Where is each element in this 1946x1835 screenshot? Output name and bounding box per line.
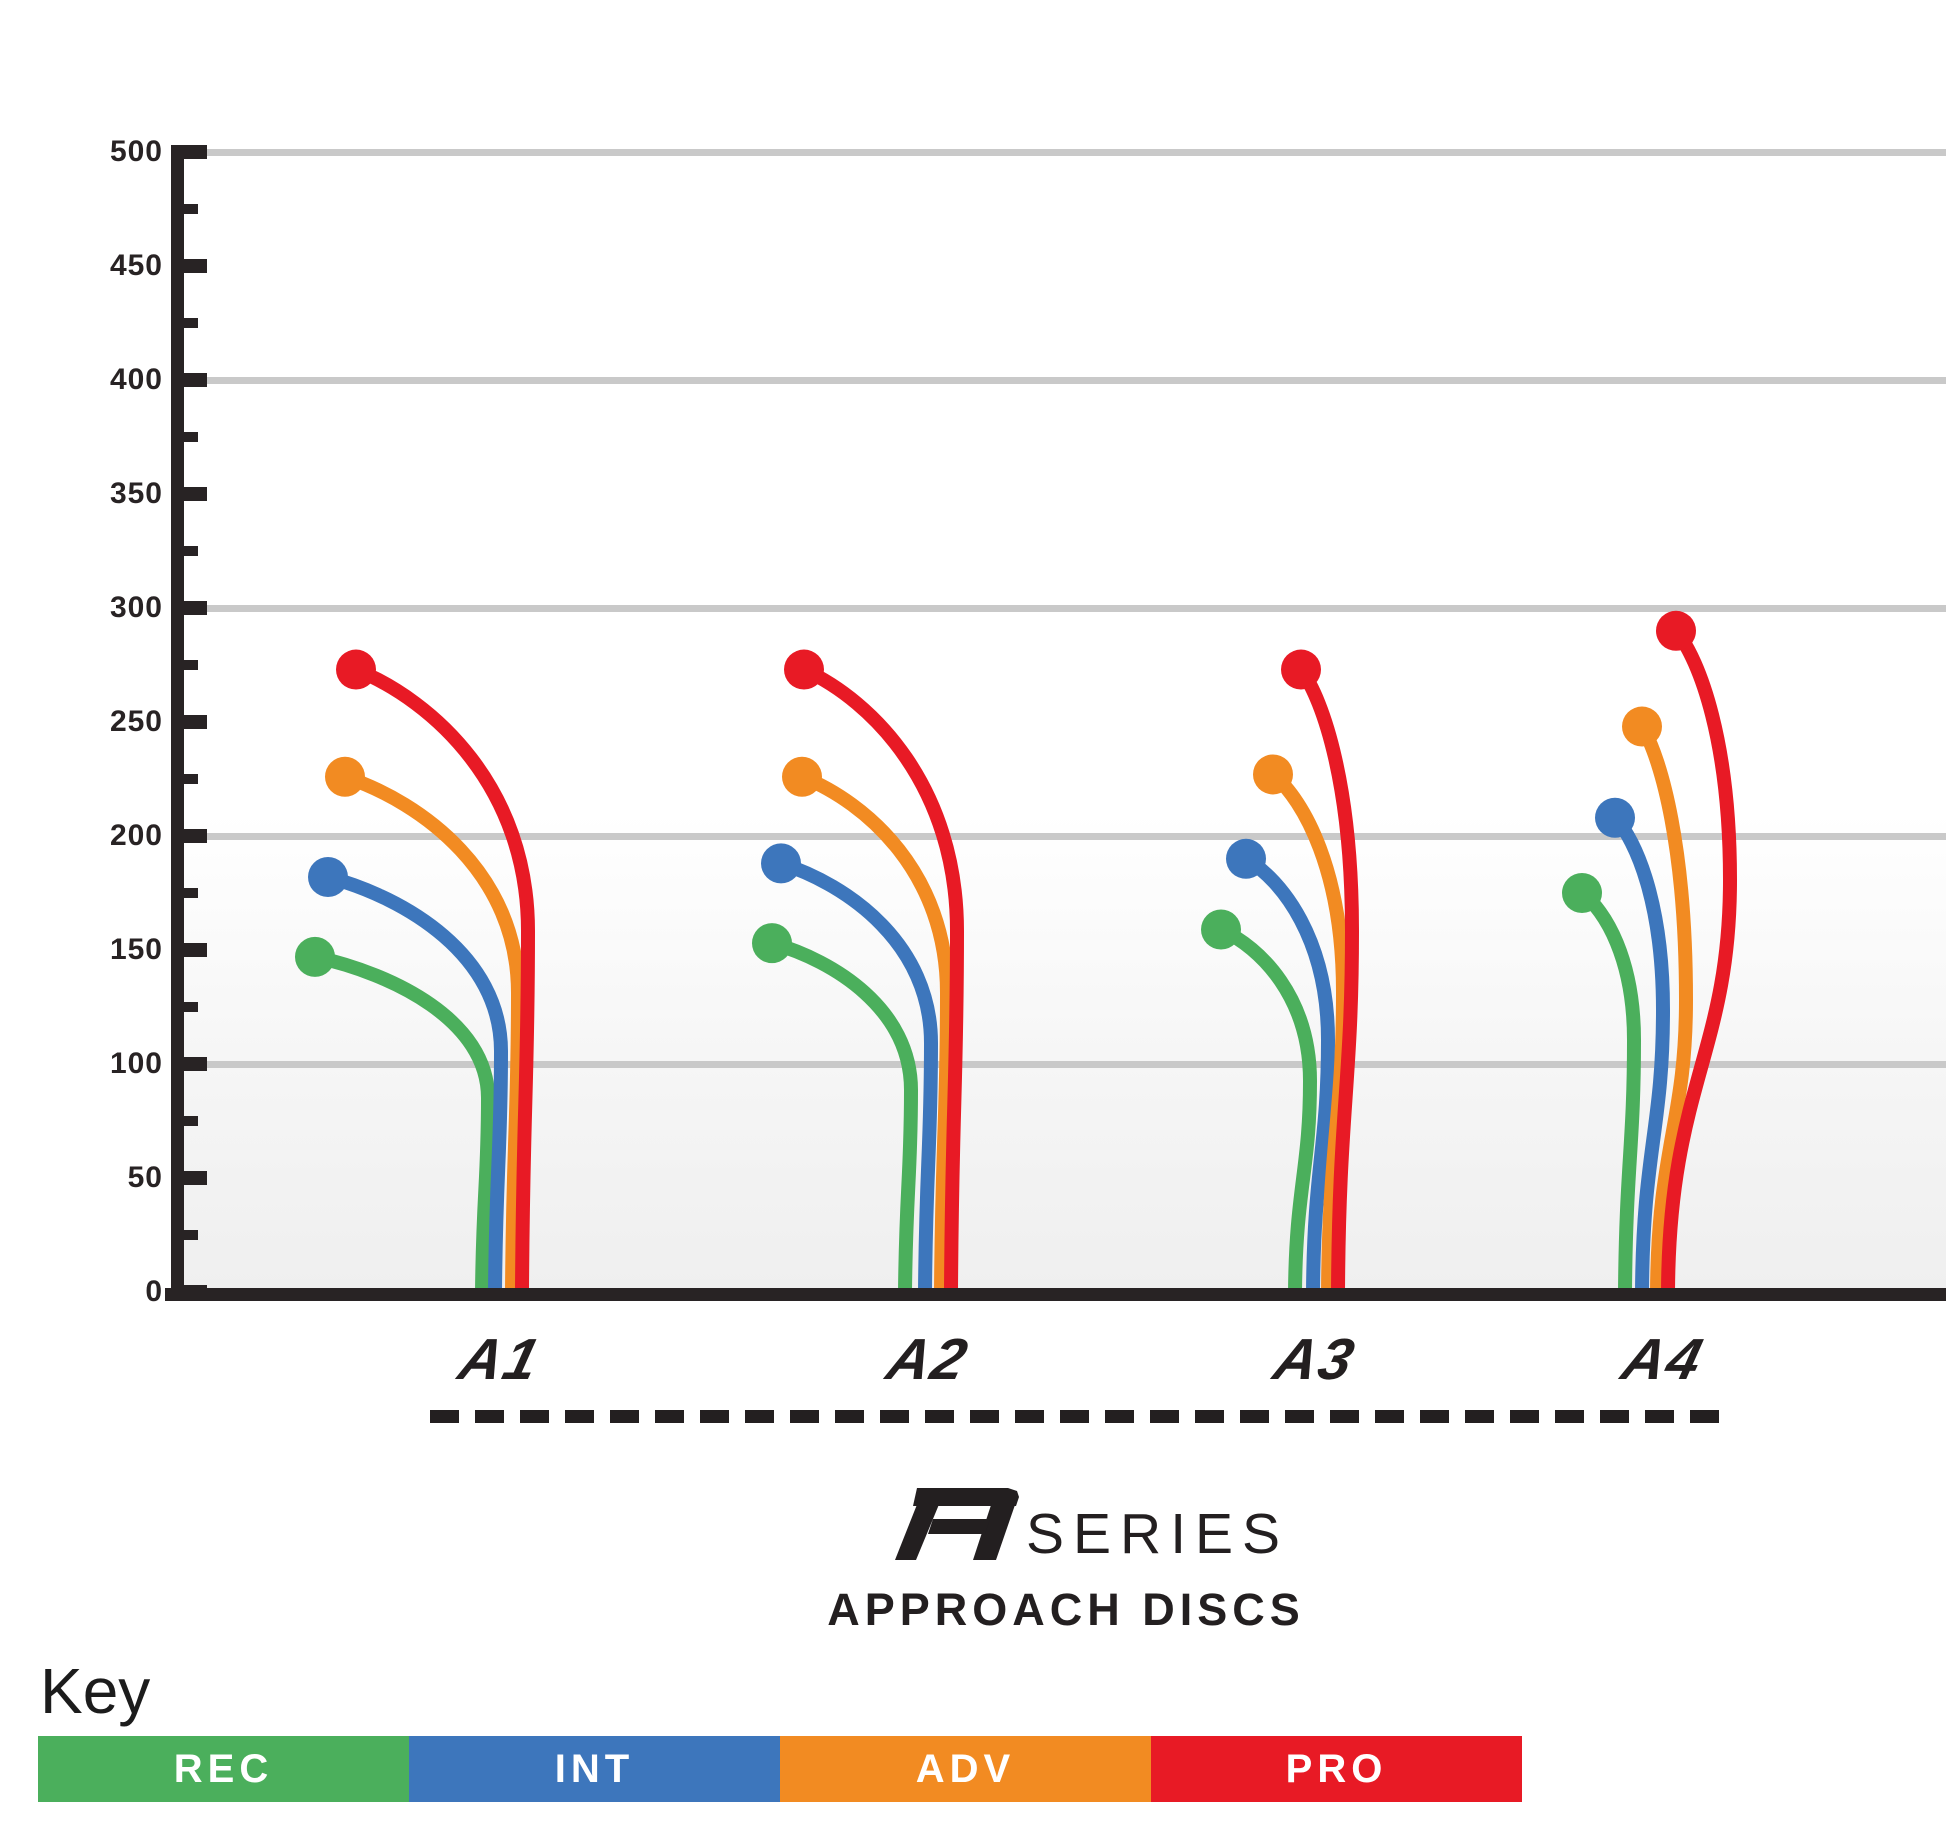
minor-tick-425 <box>184 318 198 328</box>
major-tick-250 <box>184 715 207 729</box>
landing-dot-a2-int <box>761 843 801 884</box>
key-segment-adv: ADV <box>780 1736 1151 1802</box>
y-axis-label-150: 150 <box>109 933 163 966</box>
minor-tick-325 <box>184 546 198 556</box>
flight-path-a2-int <box>778 856 939 1293</box>
landing-dot-a4-rec <box>1562 873 1602 913</box>
landing-dot-a1-pro <box>336 649 376 690</box>
flight-path-a4-rec <box>1577 887 1642 1293</box>
key-segment-int: INT <box>409 1736 780 1802</box>
landing-dot-a1-adv <box>325 756 365 797</box>
y-axis-label-50: 50 <box>127 1161 163 1194</box>
approach-discs-subtitle: APPROACH DISCS <box>827 1584 1305 1635</box>
y-axis-label-0: 0 <box>145 1275 163 1308</box>
major-tick-300 <box>184 601 207 615</box>
landing-dot-a2-adv <box>782 756 822 797</box>
landing-dot-a4-int <box>1595 797 1635 838</box>
flight-path-a3-pro <box>1295 665 1360 1293</box>
key-segment-label-adv: ADV <box>915 1746 1016 1791</box>
key-segment-rec: REC <box>38 1736 409 1802</box>
minor-tick-225 <box>184 774 198 784</box>
minor-tick-25 <box>184 1230 198 1240</box>
major-tick-50 <box>184 1171 207 1185</box>
major-tick-500 <box>184 145 207 159</box>
y-axis-label-100: 100 <box>109 1047 163 1080</box>
flight-path-a3-rec <box>1217 923 1318 1293</box>
landing-dot-a3-rec <box>1201 909 1241 950</box>
y-axis-label-200: 200 <box>109 819 163 852</box>
gridline-200 <box>207 832 1946 840</box>
flight-path-a1-pro <box>353 663 536 1293</box>
disc-label-a4: A4 <box>1615 1327 1711 1392</box>
y-axis-label-500: 500 <box>109 135 163 168</box>
major-tick-450 <box>184 259 207 273</box>
flight-path-a1-rec <box>313 950 496 1293</box>
a-series-logo-icon <box>895 1488 1019 1560</box>
landing-dot-a3-pro <box>1281 649 1321 690</box>
disc-label-a1: A1 <box>452 1327 548 1392</box>
gridline-100 <box>207 1060 1946 1068</box>
y-axis-label-450: 450 <box>109 249 163 282</box>
landing-dot-a4-adv <box>1622 706 1662 747</box>
gridline-500 <box>207 148 1946 156</box>
flight-path-a2-rec <box>770 936 919 1293</box>
landing-dot-a3-adv <box>1253 754 1293 795</box>
flight-path-a2-adv <box>799 770 955 1293</box>
y-axis-label-300: 300 <box>109 591 163 624</box>
major-tick-400 <box>184 373 207 387</box>
key-segment-label-rec: REC <box>173 1746 274 1791</box>
major-tick-150 <box>184 943 207 957</box>
minor-tick-475 <box>184 204 198 214</box>
key-label: Key <box>40 1655 151 1727</box>
major-tick-100 <box>184 1057 207 1071</box>
minor-tick-175 <box>184 888 198 898</box>
landing-dot-a3-int <box>1226 838 1266 879</box>
key-segment-label-int: INT <box>554 1746 635 1791</box>
flight-path-a4-int <box>1609 812 1671 1293</box>
y-axis-label-350: 350 <box>109 477 163 510</box>
major-tick-0 <box>184 1285 207 1299</box>
dashed-divider-line <box>430 1410 1734 1423</box>
key-legend-bar: REC INT ADV PRO <box>38 1736 1522 1802</box>
major-tick-350 <box>184 487 207 501</box>
gridline-400 <box>207 376 1946 384</box>
minor-tick-275 <box>184 660 198 670</box>
flight-path-a4-adv <box>1635 722 1694 1293</box>
disc-label-a3: A3 <box>1267 1327 1363 1392</box>
flight-path-a1-adv <box>342 770 526 1293</box>
flight-path-a3-adv <box>1268 769 1351 1293</box>
minor-tick-375 <box>184 432 198 442</box>
landing-dot-a4-pro <box>1656 610 1696 651</box>
y-axis-label-250: 250 <box>109 705 163 738</box>
major-tick-200 <box>184 829 207 843</box>
minor-tick-125 <box>184 1002 198 1012</box>
flight-path-a4-pro <box>1661 626 1738 1293</box>
landing-dot-a2-pro <box>784 649 824 690</box>
flight-path-a1-int <box>326 870 509 1293</box>
key-segment-label-pro: PRO <box>1285 1746 1388 1791</box>
key-segment-pro: PRO <box>1151 1736 1522 1802</box>
series-title: SERIES <box>1026 1502 1290 1566</box>
landing-dot-a2-rec <box>752 923 792 964</box>
y-axis-label-400: 400 <box>109 363 163 396</box>
disc-label-a2: A2 <box>880 1327 976 1392</box>
x-axis-line <box>165 1288 1946 1301</box>
landing-dot-a1-int <box>308 857 348 898</box>
gridline-300 <box>207 604 1946 612</box>
y-axis-line <box>171 145 184 1300</box>
minor-tick-75 <box>184 1116 198 1126</box>
flight-path-a2-pro <box>801 663 965 1293</box>
flight-path-a3-int <box>1242 852 1336 1293</box>
landing-dot-a1-rec <box>295 936 335 977</box>
